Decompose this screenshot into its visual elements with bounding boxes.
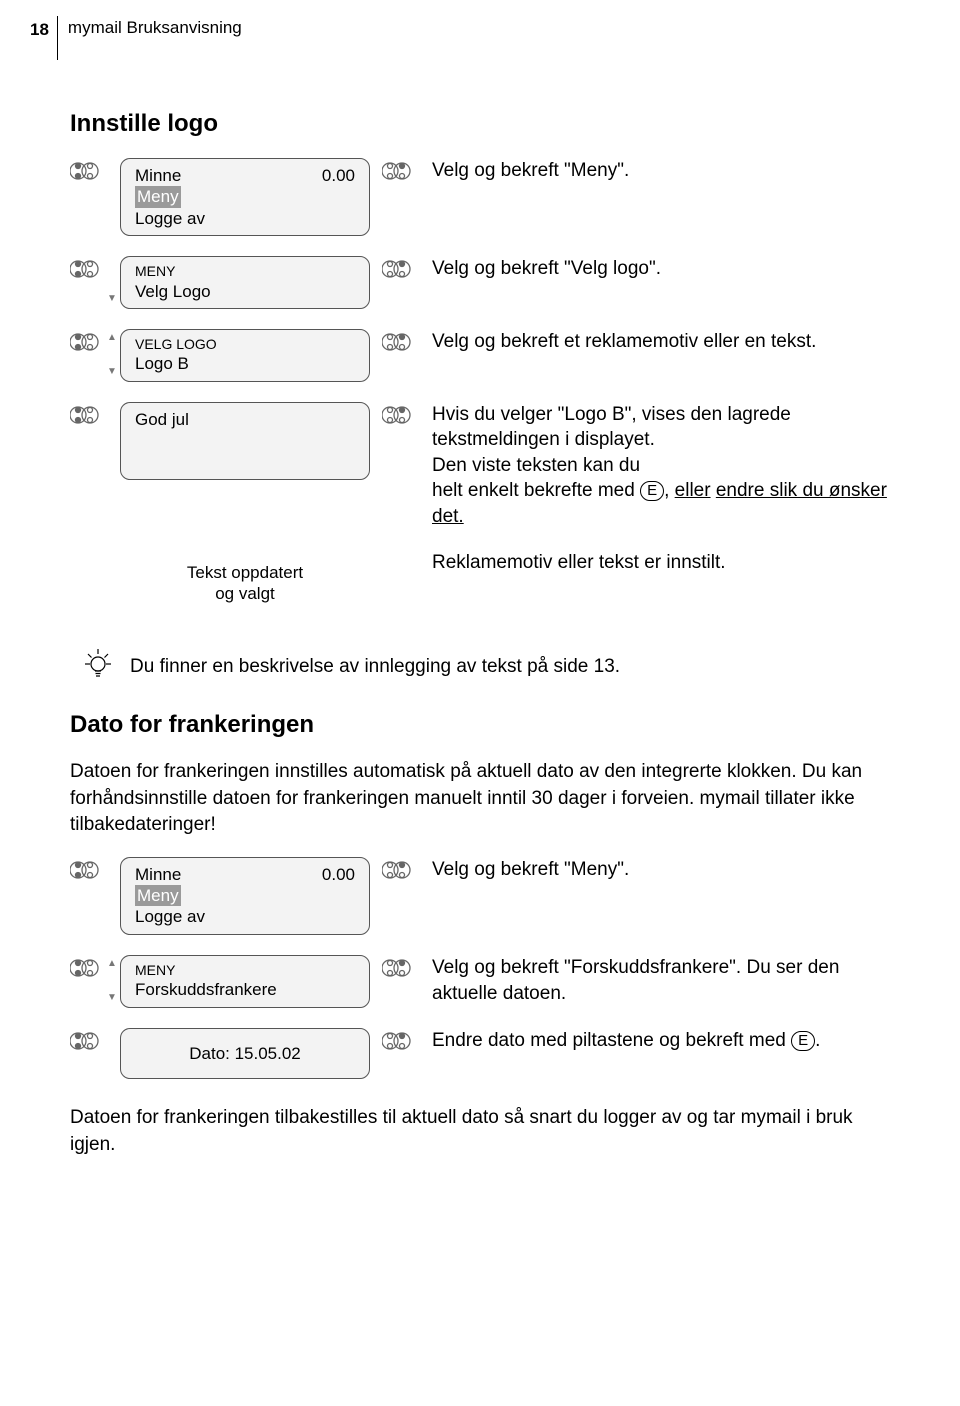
section1-heading: Innstille logo — [70, 110, 890, 138]
instruction-row: ▲▼MENYForskuddsfrankere Velg og bekreft "… — [70, 955, 890, 1008]
enter-keys-icon — [382, 329, 420, 355]
section2-outro: Datoen for frankeringen tilbakestilles t… — [70, 1105, 890, 1158]
step-description: Velg og bekreft et reklamemotiv eller en… — [432, 329, 890, 355]
enter-keys-icon — [382, 256, 420, 282]
instruction-row: Minne0.00MenyLogge av Velg og bekreft "Me… — [70, 158, 890, 236]
enter-keys-icon — [382, 158, 420, 184]
instruction-row: ▲▼VELG LOGOLogo B Velg og bekreft et rekl… — [70, 329, 890, 382]
page-number: 18 — [30, 20, 49, 40]
enter-keys-icon — [382, 857, 420, 883]
updown-keys-icon — [70, 329, 108, 355]
content: Innstille logo Minne0.00MenyLogge av Velg… — [0, 70, 960, 1206]
page-header: 18 mymail Bruksanvisning — [0, 0, 960, 70]
lcd-display: Minne0.00MenyLogge av — [120, 857, 370, 935]
lcd-display: ▲▼VELG LOGOLogo B — [120, 329, 370, 382]
updown-keys-icon — [70, 955, 108, 981]
instruction-row: God jul Hvis du velger "Logo B", vises de… — [70, 402, 890, 530]
lcd-display: ▲▼MENYForskuddsfrankere — [120, 955, 370, 1008]
header-title: mymail Bruksanvisning — [68, 18, 242, 38]
updown-keys-icon — [70, 158, 108, 184]
updown-keys-icon — [70, 1028, 108, 1054]
instruction-row: Dato: 15.05.02 Endre dato med piltastene … — [70, 1028, 890, 1079]
step-description: Reklamemotiv eller tekst er innstilt. — [432, 550, 890, 576]
section2-heading: Dato for frankeringen — [70, 711, 890, 739]
step-description: Velg og bekreft "Meny". — [432, 857, 890, 883]
enter-keys-icon — [382, 955, 420, 981]
instruction-row: Tekst oppdatertog valgt Reklamemotiv elle… — [70, 550, 890, 617]
tip-text: Du finner en beskrivelse av innlegging a… — [130, 656, 620, 678]
step-description: Velg og bekreft "Velg logo". — [432, 256, 890, 282]
lcd-display: God jul — [120, 402, 370, 480]
step-description: Velg og bekreft "Meny". — [432, 158, 890, 184]
header-divider — [57, 16, 58, 60]
lightbulb-icon — [80, 646, 116, 682]
section2-intro: Datoen for frankeringen innstilles autom… — [70, 759, 890, 839]
enter-keys-icon — [382, 1028, 420, 1054]
updown-keys-icon — [70, 857, 108, 883]
instruction-row: Minne0.00MenyLogge av Velg og bekreft "Me… — [70, 857, 890, 935]
lcd-display: ▼MENYVelg Logo — [120, 256, 370, 309]
step-description: Velg og bekreft "Forskuddsfrankere". Du … — [432, 955, 890, 1006]
step-description: Hvis du velger "Logo B", vises den lagre… — [432, 402, 890, 530]
lcd-display: Dato: 15.05.02 — [120, 1028, 370, 1079]
enter-keys-icon — [382, 402, 420, 428]
updown-keys-icon — [70, 256, 108, 282]
instruction-row: ▼MENYVelg Logo Velg og bekreft "Velg logo… — [70, 256, 890, 309]
updown-keys-icon — [70, 402, 108, 428]
tip-row: Du finner en beskrivelse av innlegging a… — [70, 646, 890, 687]
lcd-display: Minne0.00MenyLogge av — [120, 158, 370, 236]
lcd-display: Tekst oppdatertog valgt — [120, 550, 370, 617]
step-description: Endre dato med piltastene og bekreft med… — [432, 1028, 890, 1054]
